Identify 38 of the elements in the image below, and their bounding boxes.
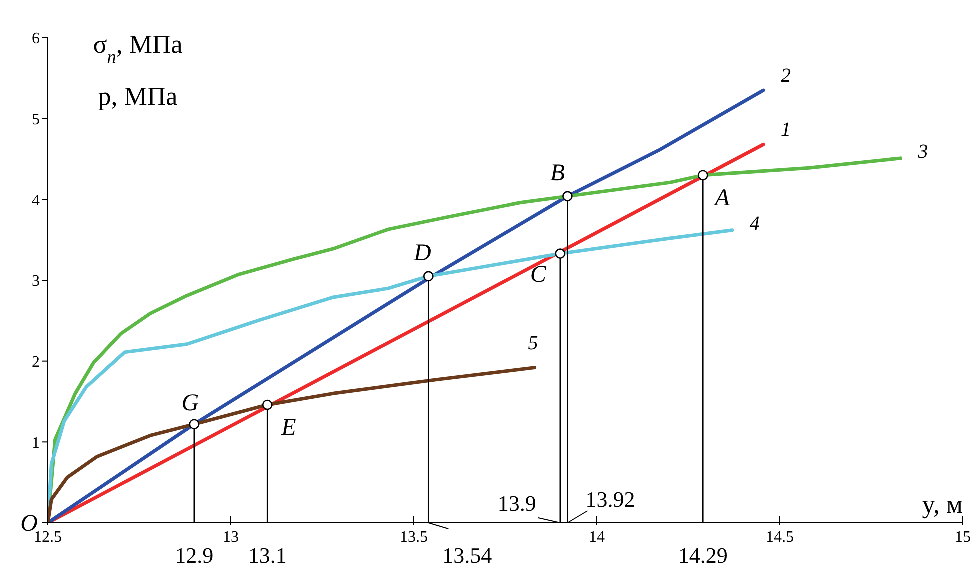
y-tick-label: 5	[32, 112, 40, 129]
x-tick-label: 14	[589, 529, 605, 546]
y-tick-label: 4	[32, 192, 40, 210]
series-label: 2	[781, 65, 792, 88]
annotation: G	[182, 390, 200, 416]
text: 13.54	[442, 543, 492, 568]
point	[189, 419, 200, 430]
annotation: C	[530, 262, 548, 288]
text: 13.1	[248, 543, 287, 568]
annotation: A	[713, 185, 730, 212]
point	[423, 271, 434, 282]
point	[262, 400, 273, 410]
y-tick-label: 3	[32, 273, 40, 290]
x-tick-label: 15	[955, 529, 971, 546]
annotation: 13.9	[498, 491, 536, 516]
series-label: 4	[750, 212, 760, 235]
y-tick-label: 1	[32, 434, 40, 452]
y-tick-label: 6	[32, 30, 40, 48]
point	[698, 170, 708, 181]
series-label: 5	[528, 332, 538, 354]
x-axis-title: y, м	[922, 490, 963, 519]
x-tick-label: 13	[223, 529, 239, 546]
y-tick-label: 2	[32, 354, 40, 372]
series-label: 3	[917, 140, 928, 163]
annotation: D	[412, 240, 432, 266]
annotation: E	[280, 414, 297, 441]
line-series	[48, 366, 537, 523]
text: 14.29	[678, 543, 728, 568]
annotation: B	[550, 160, 566, 186]
point	[562, 191, 573, 202]
point	[555, 248, 566, 259]
y-axis-title: σ$_{n}$, МПа p, МПа	[93, 30, 184, 111]
x-tick-label: 13.5	[400, 529, 428, 546]
text: 12.9	[175, 543, 214, 568]
x-tick-label: 14.5	[766, 529, 794, 546]
x-tick-label: 12.5	[34, 529, 62, 546]
series-label: 1	[781, 119, 792, 142]
annotation: 13.92	[586, 487, 636, 512]
